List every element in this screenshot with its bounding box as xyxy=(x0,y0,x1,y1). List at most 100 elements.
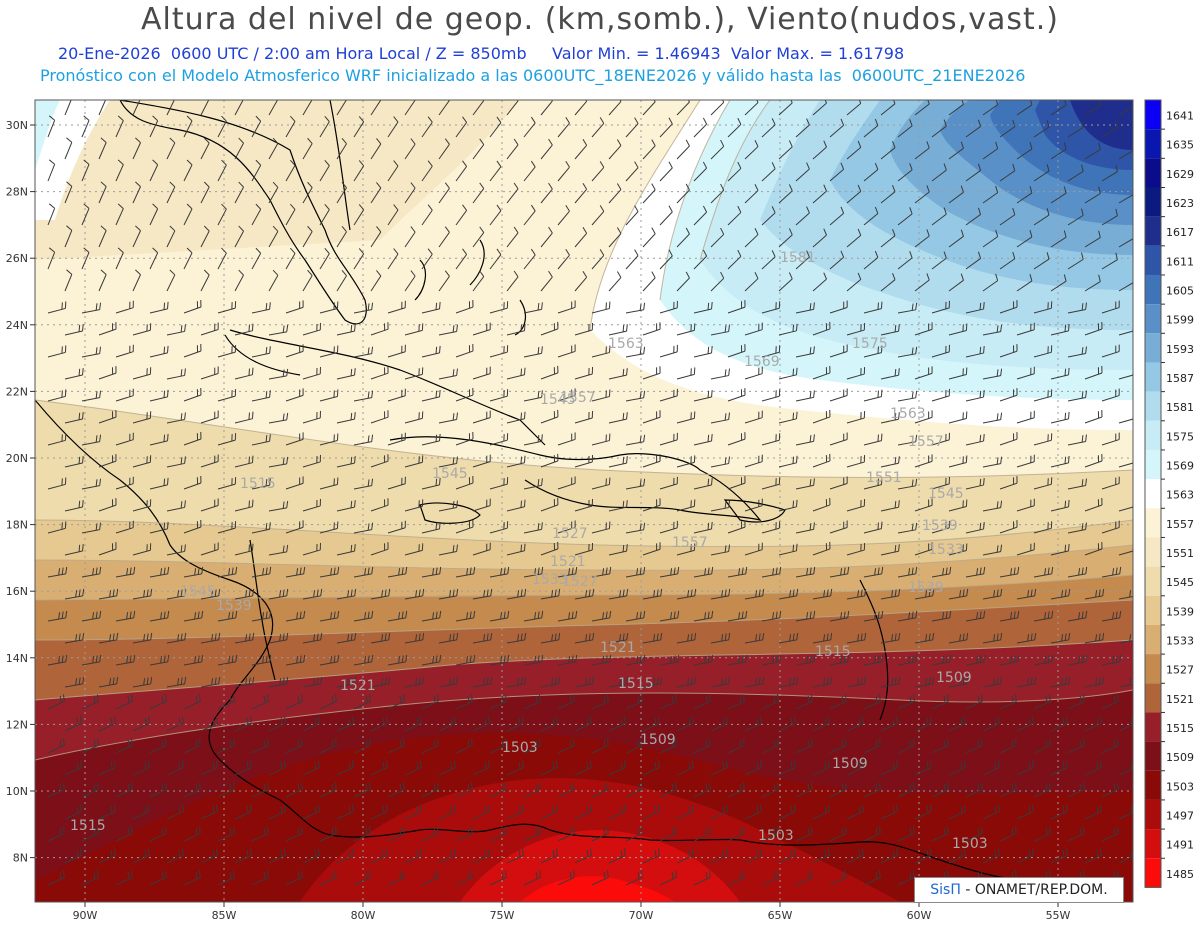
wind-barb xyxy=(387,566,408,578)
wind-barb xyxy=(693,826,711,842)
wind-barb xyxy=(81,610,102,622)
wind-barb xyxy=(1067,694,1085,710)
wind-barb xyxy=(183,566,204,578)
wind-barb xyxy=(1050,499,1070,512)
wind-barb xyxy=(761,738,779,754)
wind-barb xyxy=(302,181,313,204)
wind-barb xyxy=(829,206,845,226)
colorbar-swatch xyxy=(1145,391,1161,421)
wind-barb xyxy=(812,848,830,864)
wind-barb xyxy=(880,676,901,688)
wind-barb xyxy=(948,588,969,600)
wind-barb xyxy=(132,588,153,600)
wind-barb xyxy=(319,345,339,358)
wind-barb xyxy=(1118,678,1133,688)
wind-barb xyxy=(710,848,728,864)
wind-barb xyxy=(540,321,559,336)
wind-barb xyxy=(744,588,765,600)
wind-barb xyxy=(948,455,968,468)
wind-barb xyxy=(727,782,745,798)
wind-barb xyxy=(965,251,982,270)
wind-barb xyxy=(336,368,356,380)
wind-barb xyxy=(115,610,136,622)
wind-barb xyxy=(676,367,696,380)
wind-barb xyxy=(540,497,559,512)
wind-barb xyxy=(744,848,762,864)
wind-barb xyxy=(506,716,524,732)
wind-barb xyxy=(591,389,611,402)
wind-barb xyxy=(438,588,459,600)
wind-barb xyxy=(64,848,82,864)
wind-barb xyxy=(1084,541,1103,556)
wind-barb xyxy=(795,870,813,886)
wind-barb xyxy=(727,694,745,710)
wind-barb xyxy=(285,520,304,534)
contour-label: 1563 xyxy=(890,406,926,422)
wind-barb xyxy=(438,226,450,248)
wind-barb xyxy=(234,367,254,380)
wind-barb xyxy=(795,694,813,710)
wind-barb xyxy=(625,205,639,226)
wind-barb xyxy=(1016,142,1033,160)
wind-barb xyxy=(1067,208,1084,226)
wind-barb xyxy=(268,368,289,380)
wind-barb xyxy=(251,390,271,402)
contour-label: 1503 xyxy=(758,828,794,844)
wind-barb xyxy=(489,477,509,490)
wind-barb xyxy=(149,654,170,666)
wind-barb xyxy=(404,760,422,776)
wind-barb xyxy=(387,344,406,358)
wind-barb xyxy=(47,826,65,842)
colorbar: 1641 1635 1629 1623 1617 1611 1605 1599 1593 1587… xyxy=(1144,99,1194,888)
wind-barb xyxy=(166,848,184,864)
wind-barb xyxy=(132,676,153,688)
wind-barb xyxy=(642,588,663,600)
wind-barb xyxy=(1118,100,1133,116)
wind-barb xyxy=(727,205,742,226)
contour-label: 1557 xyxy=(908,434,944,450)
wind-barb xyxy=(727,161,742,182)
wind-barb xyxy=(608,271,622,292)
wind-barb xyxy=(914,676,935,688)
wind-barb xyxy=(404,588,425,600)
wind-barb xyxy=(421,694,439,710)
contour-label: 1515 xyxy=(815,644,851,660)
wind-barb xyxy=(982,588,1003,600)
wind-barb xyxy=(931,119,947,138)
wind-barb xyxy=(744,716,762,732)
wind-barb xyxy=(234,100,244,116)
wind-barb xyxy=(693,694,711,710)
wind-barb xyxy=(812,453,831,468)
wind-barb xyxy=(608,676,629,688)
wind-barb xyxy=(931,344,950,358)
wind-barb xyxy=(472,226,485,248)
wind-barb xyxy=(1033,164,1050,182)
contour-label: 1509 xyxy=(832,756,868,772)
wind-barb xyxy=(1033,208,1050,226)
wind-barb xyxy=(710,456,731,468)
wind-barb xyxy=(659,694,677,710)
wind-barb xyxy=(795,478,815,490)
wind-barb xyxy=(744,542,763,556)
wind-barb xyxy=(387,432,406,446)
wind-barb xyxy=(1050,676,1071,688)
wind-barb xyxy=(336,544,356,556)
wind-barb xyxy=(234,632,255,644)
wind-barb xyxy=(421,345,441,358)
contour-label: 1533 xyxy=(928,542,964,558)
wind-barb xyxy=(523,566,544,578)
wind-barb xyxy=(608,183,622,204)
wind-barb xyxy=(1084,453,1103,468)
lat-tick-label: 18N xyxy=(6,519,28,532)
wind-barb xyxy=(846,716,864,732)
wind-barb xyxy=(982,412,1003,424)
wind-barb xyxy=(880,272,896,292)
wind-barb xyxy=(404,716,422,732)
wind-barb xyxy=(999,782,1017,798)
contour-label: 1545 xyxy=(180,584,216,600)
wind-barb xyxy=(98,454,117,468)
wind-barb xyxy=(744,410,763,424)
wind-barb xyxy=(1033,389,1053,402)
wind-barb xyxy=(183,694,201,710)
wind-barb xyxy=(1050,588,1071,600)
